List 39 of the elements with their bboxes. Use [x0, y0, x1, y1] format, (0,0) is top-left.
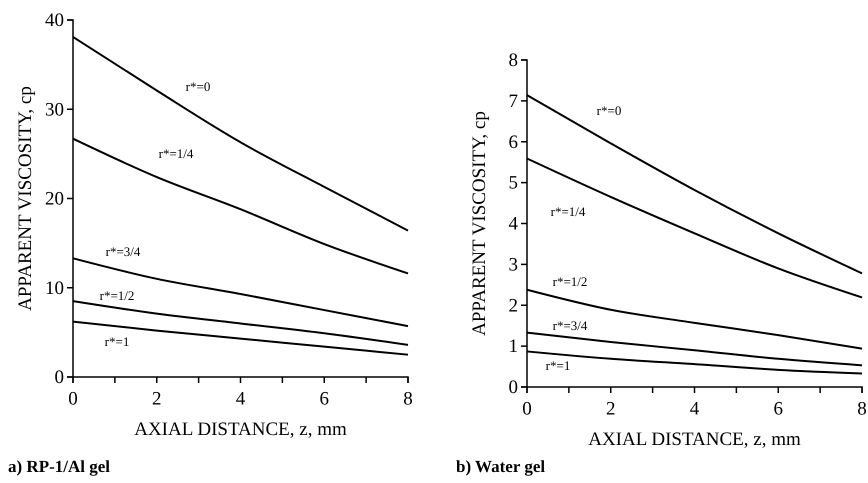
y-tick-label: 1	[508, 336, 518, 358]
x-tick-label: 0	[68, 388, 78, 410]
y-tick-label: 40	[45, 10, 64, 32]
series-label: r*=3/4	[106, 244, 141, 259]
x-axis-title: AXIAL DISTANCE, z, mm	[134, 419, 347, 440]
y-tick-label: 8	[508, 50, 518, 72]
y-tick-label: 4	[508, 214, 518, 235]
x-tick-label: 2	[606, 398, 616, 420]
y-axis-title: APPARENT VISCOSITY, cp	[15, 86, 36, 311]
series-label: r*=1	[104, 334, 130, 349]
text: b) Water gel	[456, 457, 546, 476]
y-tick-label: 3	[508, 254, 518, 276]
series-label: r*=1	[546, 358, 570, 373]
x-axis-title: AXIAL DISTANCE, z, mm	[588, 429, 801, 450]
series-label: r*=1/4	[158, 146, 194, 161]
series-label: r*=1/2	[100, 288, 134, 303]
x-tick-label: 8	[403, 388, 413, 410]
text: a) RP-1/Al gel	[8, 457, 110, 476]
x-tick-label: 0	[522, 398, 532, 420]
x-tick-label: 4	[236, 388, 246, 410]
y-tick-label: 5	[508, 172, 518, 194]
x-tick-label: 8	[857, 398, 867, 420]
y-tick-label: 0	[54, 367, 64, 388]
y-axis-title: APPARENT VISCOSITY, cp	[469, 111, 490, 336]
series-label: r*=0	[596, 102, 622, 118]
series-label: r*=3/4	[552, 318, 588, 333]
x-tick-label: 6	[320, 388, 329, 410]
x-tick-label: 4	[690, 398, 700, 420]
y-tick-label: 30	[45, 99, 64, 120]
y-tick-label: 7	[508, 90, 518, 112]
y-tick-label: 2	[508, 295, 518, 316]
y-tick-label: 20	[45, 188, 64, 210]
y-tick-label: 6	[508, 132, 518, 153]
y-tick-label: 10	[45, 278, 64, 299]
series-label: r*=0	[186, 78, 210, 94]
series-label: r*=1/4	[550, 204, 586, 219]
series-label: r*=1/2	[552, 274, 588, 289]
x-tick-label: 6	[774, 398, 783, 420]
x-tick-label: 2	[152, 388, 162, 410]
